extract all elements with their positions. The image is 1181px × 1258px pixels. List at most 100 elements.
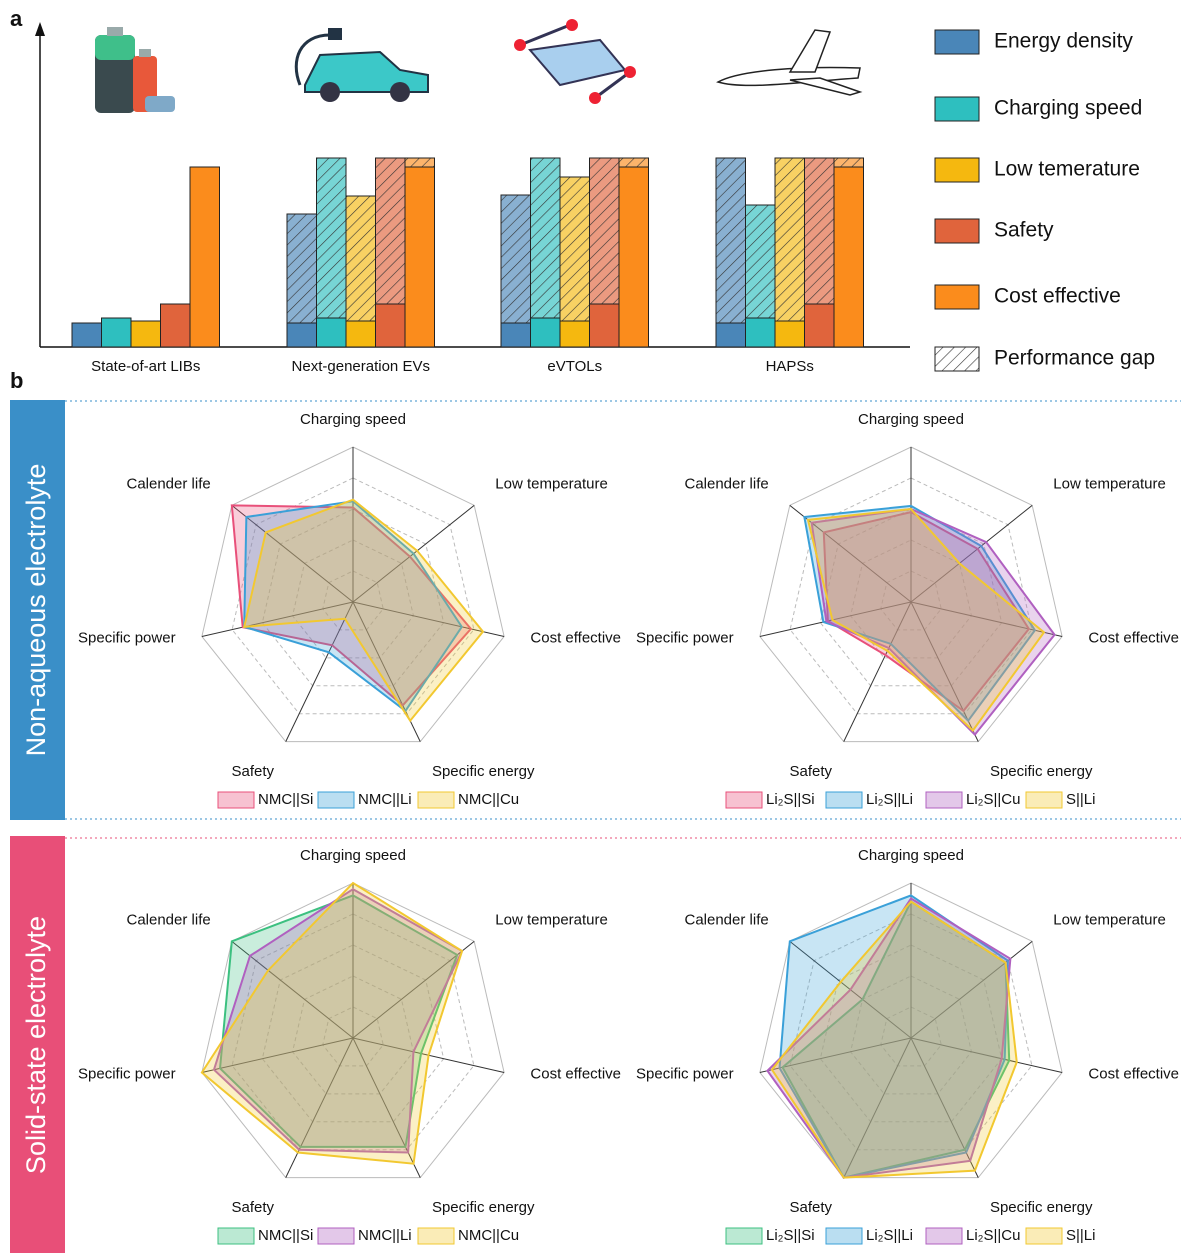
spoke (759, 1037, 912, 1073)
bar (286, 322, 317, 348)
legend-swatch (417, 791, 455, 809)
legend-swatch (1025, 1227, 1063, 1245)
section-label: Solid-state electrolyte (21, 916, 51, 1174)
legend-label: Performance gap (994, 347, 1155, 370)
spoke (843, 1037, 912, 1178)
legend-swatch (934, 218, 980, 244)
axis-label: Cost effective (1088, 1065, 1179, 1082)
bar (559, 320, 590, 348)
bar (101, 317, 132, 348)
axis-label: Charging speed (300, 847, 406, 864)
legend-swatch (825, 791, 863, 809)
axis-label: Specific energy (432, 763, 535, 780)
x-tick-label: Next-generation EVs (292, 358, 430, 375)
spoke (910, 1037, 979, 1178)
bar (833, 166, 864, 348)
axis-label: Charging speed (300, 411, 406, 428)
section-label: Non-aqueous electrolyte (21, 464, 51, 757)
gap-hatch (804, 157, 835, 305)
axis-label: Safety (232, 763, 275, 780)
axis-label: Cost effective (530, 1065, 621, 1082)
legend-swatch (217, 791, 255, 809)
bar (345, 320, 376, 348)
legend-label: NMC||Li (358, 791, 412, 808)
plane-icon (716, 29, 863, 96)
spoke (759, 601, 912, 637)
bar (745, 317, 776, 348)
evtol-icon (514, 19, 636, 104)
legend-swatch (317, 791, 355, 809)
panel-label: b (10, 368, 23, 393)
grid-ring (759, 446, 1063, 743)
grid-ring (880, 570, 942, 631)
legend-label: Charging speed (994, 97, 1142, 120)
axis-label: Safety (790, 1199, 833, 1216)
bar (404, 166, 435, 348)
section-band (10, 400, 65, 820)
legend-label: NMC||Cu (458, 1227, 519, 1244)
spoke (910, 504, 1033, 603)
gap-hatch (500, 194, 531, 324)
spoke (789, 504, 912, 603)
battery-icon (95, 27, 175, 113)
bar (130, 320, 161, 348)
legend-swatch (934, 29, 980, 55)
legend-label: S||Li (1066, 1227, 1095, 1244)
axis-label: Low temperature (1053, 475, 1166, 492)
spoke (910, 940, 1033, 1039)
bar (316, 317, 347, 348)
legend-swatch (934, 157, 980, 183)
gap-hatch (618, 157, 649, 168)
axis-label: Low temperature (495, 475, 608, 492)
axis-label: Specific power (636, 629, 734, 646)
gap-hatch (345, 195, 376, 322)
grid-ring (322, 1006, 384, 1067)
gap-hatch (286, 213, 317, 324)
x-tick-label: State-of-art LIBs (91, 358, 200, 375)
legend-label: S||Li (1066, 791, 1095, 808)
radar-area (806, 507, 1046, 732)
bar (71, 322, 102, 348)
legend-swatch (925, 1227, 963, 1245)
axis-arrow (35, 22, 45, 36)
axis-label: Calender life (684, 911, 768, 928)
radar-area (242, 498, 485, 723)
spoke (201, 601, 354, 637)
axis-label: Cost effective (1088, 629, 1179, 646)
bar (530, 317, 561, 348)
legend-label: Li₂S||Li (866, 791, 913, 808)
spoke (231, 940, 354, 1039)
legend-swatch (925, 791, 963, 809)
axis-label: Specific energy (990, 1199, 1093, 1216)
legend-swatch (417, 1227, 455, 1245)
x-tick-label: HAPSs (766, 358, 814, 375)
gap-hatch (404, 157, 435, 168)
spoke (201, 1037, 354, 1073)
axis-label: Specific energy (990, 763, 1093, 780)
spoke (352, 1037, 421, 1178)
grid-ring (201, 882, 505, 1179)
axis-label: Specific power (636, 1065, 734, 1082)
gap-hatch (559, 176, 590, 322)
bar (160, 303, 191, 348)
legend-swatch (934, 284, 980, 310)
radar-area (230, 504, 473, 707)
legend-swatch (725, 791, 763, 809)
panel-label: a (10, 6, 23, 31)
radar-area (803, 504, 1037, 723)
axis-label: Calender life (684, 475, 768, 492)
axis-label: Safety (790, 763, 833, 780)
spoke (352, 601, 505, 637)
gap-hatch (745, 204, 776, 319)
gap-hatch (375, 157, 406, 305)
axis-label: Calender life (126, 475, 210, 492)
legend-label: Energy density (994, 30, 1133, 53)
radar-area (770, 900, 1018, 1179)
bar (618, 166, 649, 348)
bar (375, 303, 406, 348)
legend-label: NMC||Si (258, 791, 313, 808)
legend-label: NMC||Si (258, 1227, 313, 1244)
gap-hatch (833, 157, 864, 168)
gap-hatch (316, 157, 347, 319)
